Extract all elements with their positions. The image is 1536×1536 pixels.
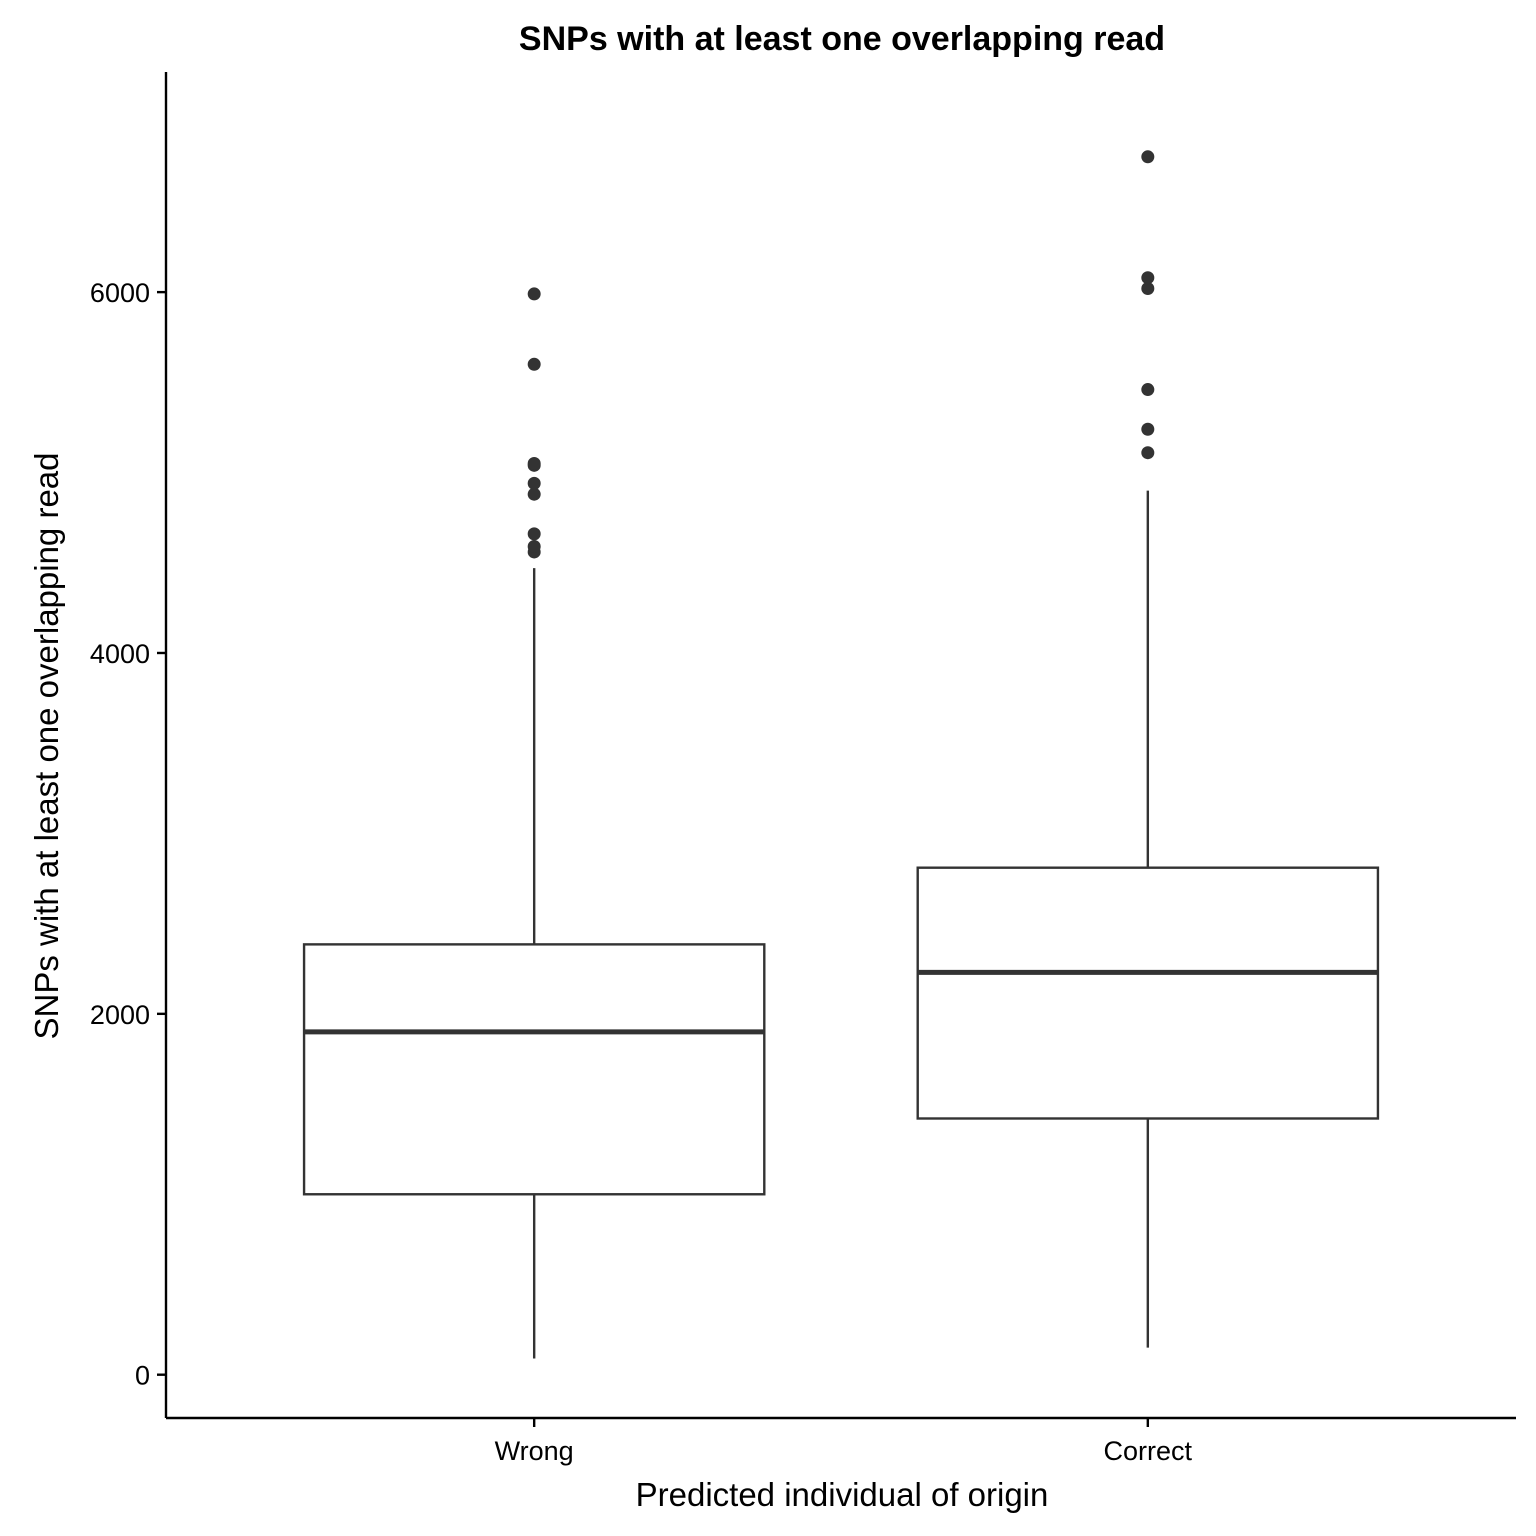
outlier-point-correct	[1141, 422, 1155, 436]
y-tick-label: 4000	[90, 639, 150, 669]
outlier-point-correct	[1141, 282, 1155, 296]
outlier-point-wrong	[527, 476, 541, 490]
outlier-point-correct	[1141, 383, 1155, 397]
box-wrong	[302, 943, 766, 1196]
chart-title: SNPs with at least one overlapping read	[519, 20, 1165, 58]
y-tick-label: 0	[135, 1361, 150, 1391]
outlier-point-wrong	[527, 457, 541, 471]
y-tick-label: 2000	[90, 1000, 150, 1030]
plot-area: 0 2000 4000 6000 Wrong Correct	[90, 72, 1516, 1466]
outlier-point-wrong	[527, 287, 541, 301]
box-correct	[916, 866, 1380, 1120]
outlier-point-wrong	[527, 540, 541, 554]
outlier-point-correct	[1141, 150, 1155, 164]
x-axis-label: Predicted individual of origin	[636, 1476, 1049, 1513]
outlier-point-correct	[1141, 271, 1155, 285]
outlier-point-wrong	[527, 357, 541, 371]
y-tick-label: 6000	[90, 278, 150, 308]
outlier-point-wrong	[527, 527, 541, 541]
x-tick-label: Correct	[1104, 1436, 1193, 1466]
outlier-point-correct	[1141, 446, 1155, 460]
outlier-point-wrong	[527, 487, 541, 501]
y-axis-label: SNPs with at least one overlapping read	[28, 452, 65, 1039]
x-tick-label: Wrong	[495, 1436, 574, 1466]
